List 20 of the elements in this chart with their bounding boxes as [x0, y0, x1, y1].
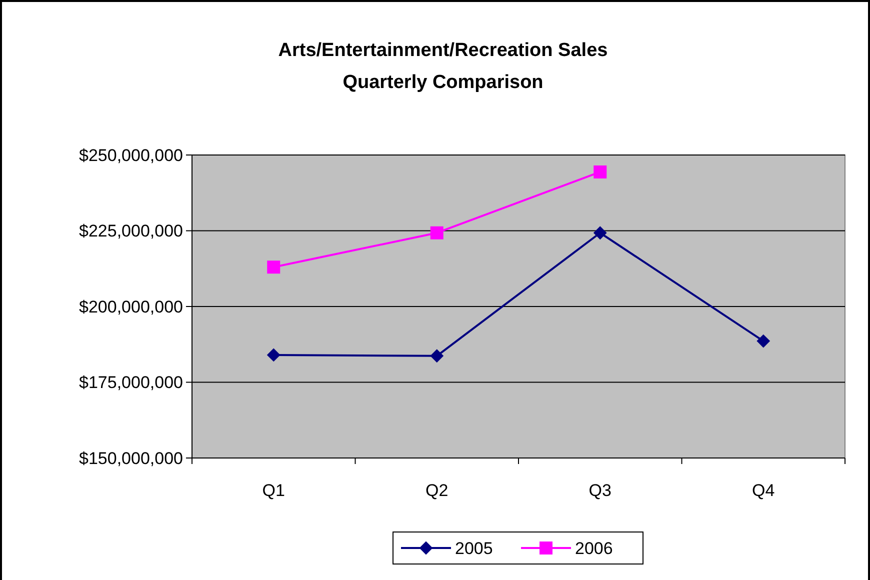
x-tick-label: Q1: [262, 481, 285, 500]
point: [430, 349, 444, 362]
point: [594, 226, 607, 240]
y-tick-label: $200,000,000: [79, 297, 183, 316]
legend-label: 2006: [575, 538, 613, 558]
legend-label: 2005: [455, 538, 493, 558]
point: [756, 334, 770, 348]
point: [267, 260, 280, 274]
x-tick-label: Q4: [752, 481, 775, 500]
point: [267, 348, 280, 362]
y-tick-label: $175,000,000: [79, 373, 183, 392]
point: [430, 226, 444, 240]
y-tick-label: $250,000,000: [79, 146, 183, 165]
x-tick-label: Q3: [588, 481, 612, 500]
y-tick-label: $150,000,000: [79, 448, 183, 468]
chart-title: Arts/Entertainment/Recreation Sales: [278, 40, 608, 61]
y-tick-label: $225,000,000: [79, 222, 183, 241]
x-tick-label: Q2: [426, 481, 448, 500]
chart-subtitle: Quarterly Comparison: [342, 72, 544, 93]
point: [594, 165, 607, 178]
